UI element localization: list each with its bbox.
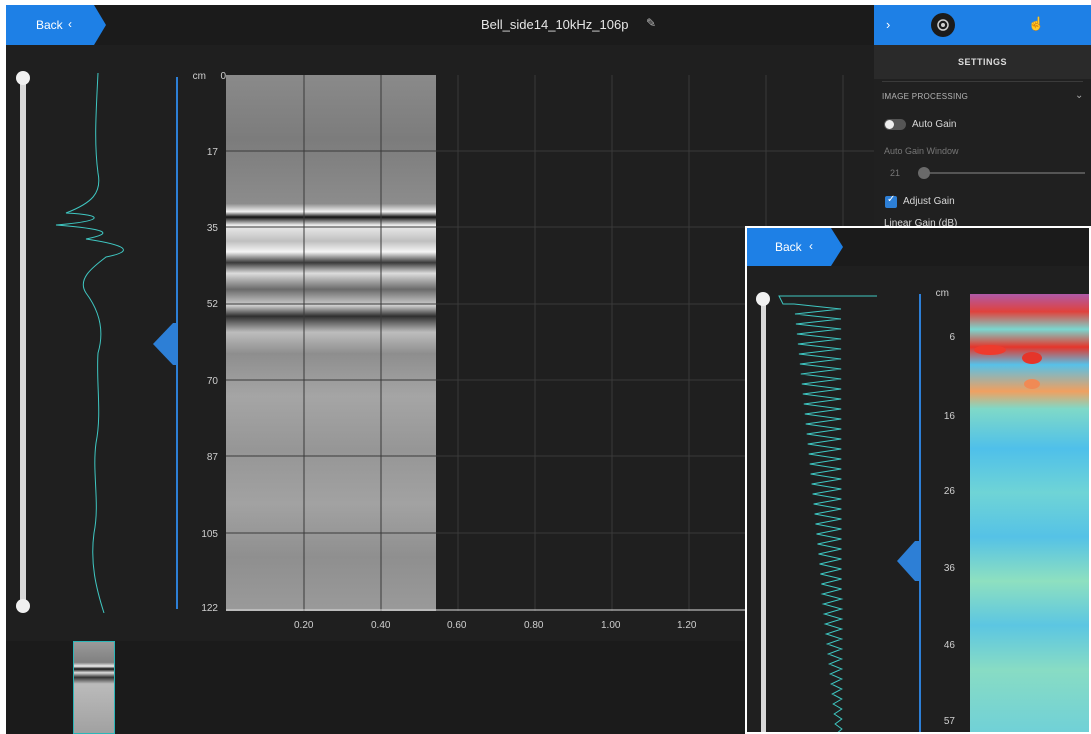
inset-y-tick-4: 46	[943, 640, 955, 651]
inset-colormap-image	[970, 294, 1089, 732]
inset-y-tick-1: 16	[943, 411, 955, 422]
adjust-gain-checkbox[interactable]: ✓	[885, 194, 897, 208]
chevron-left-icon: ‹	[809, 239, 813, 253]
inset-y-unit: cm	[935, 288, 949, 299]
app-window: Back ‹ Bell_side14_10kHz_106p ✎ cm 0 17 …	[6, 5, 1091, 734]
inset-a-scan-trace	[778, 295, 877, 732]
y-tick-1: 17	[206, 147, 218, 158]
adjust-gain-label: Adjust Gain	[903, 196, 955, 207]
checkmark-icon: ✓	[887, 194, 896, 205]
pencil-icon[interactable]: ✎	[646, 16, 657, 30]
inset-back-shape	[747, 228, 843, 266]
x-tick-5: 1.20	[677, 620, 697, 631]
y-tick-7: 122	[201, 603, 218, 614]
inset-screenshot: Back ‹ cm 6 16 26 36 46 57	[745, 226, 1091, 734]
x-tick-4: 1.00	[601, 620, 621, 631]
y-unit-text: cm	[192, 71, 206, 82]
auto-gain-window-slider-knob[interactable]	[918, 167, 930, 179]
gear-icon-glyph	[937, 19, 949, 31]
scan-thumbnail-strip	[6, 641, 874, 734]
inset-y-tick-5: 57	[943, 716, 955, 727]
settings-panel-header: › ☝	[874, 5, 1091, 45]
x-tick-3: 0.80	[524, 620, 544, 631]
image-processing-section[interactable]: IMAGE PROCESSING	[882, 92, 969, 101]
inset-y-tick-2: 26	[943, 486, 955, 497]
chevron-down-icon[interactable]: ⌄	[1075, 90, 1084, 101]
y-unit-label: cm	[176, 71, 206, 82]
radargram-plot	[226, 75, 874, 611]
depth-marker-handle[interactable]	[153, 323, 179, 365]
y-tick-3: 52	[206, 299, 218, 310]
auto-gain-label: Auto Gain	[912, 119, 957, 130]
y-tick-6: 105	[201, 529, 218, 540]
thumbnail-image	[74, 642, 114, 733]
top-bar: Back ‹ Bell_side14_10kHz_106p ✎	[6, 5, 874, 45]
scan-title: Bell_side14_10kHz_106p	[481, 17, 629, 32]
inset-y-tick-0: 6	[949, 332, 955, 343]
inset-back-label: Back	[775, 240, 802, 254]
inset-depth-slider[interactable]	[761, 296, 766, 732]
settings-tab[interactable]: SETTINGS	[874, 45, 1091, 79]
x-tick-0: 0.20	[294, 620, 314, 631]
scan-thumbnail[interactable]	[73, 641, 115, 734]
y-tick-2: 35	[206, 223, 218, 234]
inset-depth-slider-handle[interactable]	[756, 292, 770, 306]
depth-slider-bottom-handle[interactable]	[16, 599, 30, 613]
y-tick-5: 87	[206, 452, 218, 463]
inset-y-tick-3: 36	[943, 563, 955, 574]
chevron-left-icon: ‹	[68, 17, 72, 31]
auto-gain-window-label: Auto Gain Window	[884, 146, 959, 156]
depth-slider-top-handle[interactable]	[16, 71, 30, 85]
inset-depth-marker-handle[interactable]	[897, 541, 921, 581]
inset-back-button[interactable]: Back ‹	[747, 228, 847, 266]
y-tick-4: 70	[206, 376, 218, 387]
depth-range-slider[interactable]	[20, 76, 26, 606]
gear-icon[interactable]	[931, 13, 955, 37]
x-tick-1: 0.40	[371, 620, 391, 631]
linear-gain-label: Linear Gain (dB)	[884, 218, 958, 229]
a-scan-trace	[55, 73, 124, 613]
back-button-shape	[6, 5, 106, 45]
touch-icon[interactable]: ☝	[1028, 16, 1045, 31]
divider	[882, 81, 1083, 82]
inset-depth-axis-line	[919, 294, 921, 732]
chevron-right-icon[interactable]: ›	[886, 17, 891, 32]
auto-gain-toggle[interactable]	[884, 119, 906, 130]
auto-gain-window-slider[interactable]	[920, 172, 1085, 174]
back-button-label: Back	[36, 18, 63, 32]
auto-gain-window-value: 21	[890, 168, 901, 178]
x-tick-2: 0.60	[447, 620, 467, 631]
y-tick-0: 0	[220, 71, 226, 82]
toggle-knob	[885, 120, 894, 129]
back-button[interactable]: Back ‹	[6, 5, 106, 45]
